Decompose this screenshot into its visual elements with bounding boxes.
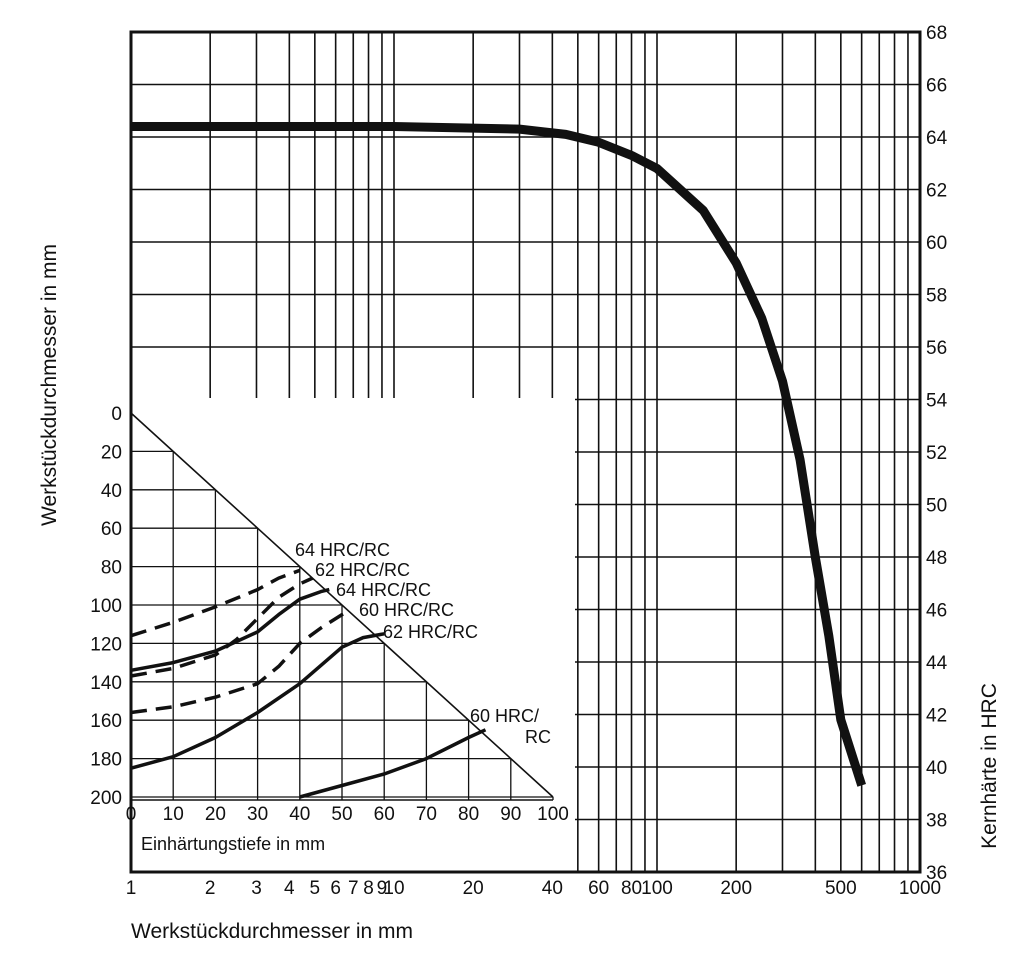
curve-annotation-5: 62 HRC/RC <box>383 622 478 642</box>
y-tick-label: 52 <box>926 443 947 464</box>
y-tick-label: 62 <box>926 181 947 202</box>
inset-y-tick-label: 100 <box>90 596 122 617</box>
inset-x-tick-label: 70 <box>416 804 437 825</box>
y-tick-label: 50 <box>926 496 947 517</box>
x-axis-title: Werkstückdurchmesser in mm <box>131 920 413 943</box>
curve-annotation-3: 64 HRC/RC <box>336 580 431 600</box>
curve-annotation-4: 60 HRC/RC <box>359 600 454 620</box>
plot-border <box>129 30 922 874</box>
inset-curve-2 <box>130 576 314 678</box>
y-tick-label: 58 <box>926 286 947 307</box>
x-tick-label: 6 <box>330 878 341 899</box>
inset-y-tick-label: 200 <box>90 788 122 809</box>
curve-annotation-7: RC <box>525 727 551 747</box>
plot-frame <box>129 30 922 874</box>
x-tick-label: 1000 <box>899 878 941 899</box>
y-tick-label: 46 <box>926 601 947 622</box>
y-tick-label: 54 <box>926 391 948 412</box>
x-tick-label: 40 <box>542 878 563 899</box>
inset-x-tick-label: 40 <box>289 804 310 825</box>
x-tick-label: 20 <box>463 878 484 899</box>
chart-labels: 1 2 3 4 5 6 7 8 910 20 40 60 80 100 200 500 100036384042… <box>38 23 1001 943</box>
inset-y-axis-title: Werkstückdurchmesser in mm <box>38 244 61 526</box>
inset-curves <box>130 568 487 799</box>
x-tick-label: 7 <box>348 878 359 899</box>
x-tick-label: 100 <box>641 878 673 899</box>
y-tick-label: 40 <box>926 758 947 779</box>
inset-y-tick-label: 20 <box>101 442 122 463</box>
y-tick-label: 38 <box>926 811 947 832</box>
y-tick-label: 68 <box>926 23 947 44</box>
y-tick-label: 36 <box>926 863 947 884</box>
x-tick-label: 500 <box>825 878 857 899</box>
x-tick-label: 10 <box>383 878 404 899</box>
y-axis-title: Kernhärte in HRC <box>978 683 1001 849</box>
y-tick-label: 56 <box>926 338 947 359</box>
inset-x-tick-label: 30 <box>247 804 268 825</box>
inset-x-tick-label: 10 <box>163 804 184 825</box>
x-tick-label: 1 <box>126 878 137 899</box>
y-tick-label: 42 <box>926 706 947 727</box>
inset-curve-4 <box>130 609 352 715</box>
curve-annotation-2: 62 HRC/RC <box>315 560 410 580</box>
x-tick-label: 80 <box>621 878 642 899</box>
y-tick-label: 66 <box>926 76 947 97</box>
curve-annotation-1: 64 HRC/RC <box>295 540 390 560</box>
inset-x-tick-label: 80 <box>458 804 479 825</box>
x-tick-label: 200 <box>720 878 752 899</box>
main-curves <box>131 122 866 787</box>
inset-x-axis-title: Einhärtungstiefe in mm <box>141 834 325 854</box>
x-tick-label: 5 <box>310 878 321 899</box>
inset-y-tick-label: 180 <box>90 750 122 771</box>
inset-y-tick-label: 160 <box>90 711 122 732</box>
y-tick-label: 60 <box>926 233 947 254</box>
x-tick-label: 9 <box>377 878 388 899</box>
curve-annotation-6: 60 HRC/ <box>470 706 539 726</box>
inset-curve-3 <box>130 587 330 673</box>
main-hardness-curve <box>131 122 866 787</box>
y-tick-label: 48 <box>926 548 947 569</box>
inset-curve-1 <box>130 568 301 638</box>
inset-x-tick-label: 100 <box>537 804 569 825</box>
x-tick-label: 2 <box>205 878 216 899</box>
inset-background <box>131 398 575 872</box>
inset-y-tick-label: 40 <box>101 481 122 502</box>
inset-y-tick-label: 80 <box>101 558 122 579</box>
inset-x-tick-label: 0 <box>126 804 137 825</box>
inset-curve-5 <box>130 632 385 770</box>
x-tick-label: 3 <box>251 878 262 899</box>
inset-x-tick-label: 90 <box>500 804 521 825</box>
x-tick-label: 8 <box>363 878 374 899</box>
inset-y-tick-label: 120 <box>90 634 122 655</box>
inset-x-tick-label: 60 <box>374 804 395 825</box>
inset-x-tick-label: 20 <box>205 804 226 825</box>
x-tick-label: 60 <box>588 878 609 899</box>
inset-curve-6 <box>299 728 487 799</box>
x-tick-label: 4 <box>284 878 295 899</box>
inset-y-tick-label: 140 <box>90 673 122 694</box>
y-tick-label: 64 <box>926 128 948 149</box>
inset-y-tick-label: 60 <box>101 519 122 540</box>
inset-y-tick-label: 0 <box>111 404 122 425</box>
inset-x-tick-label: 50 <box>331 804 352 825</box>
y-tick-label: 44 <box>926 653 948 674</box>
